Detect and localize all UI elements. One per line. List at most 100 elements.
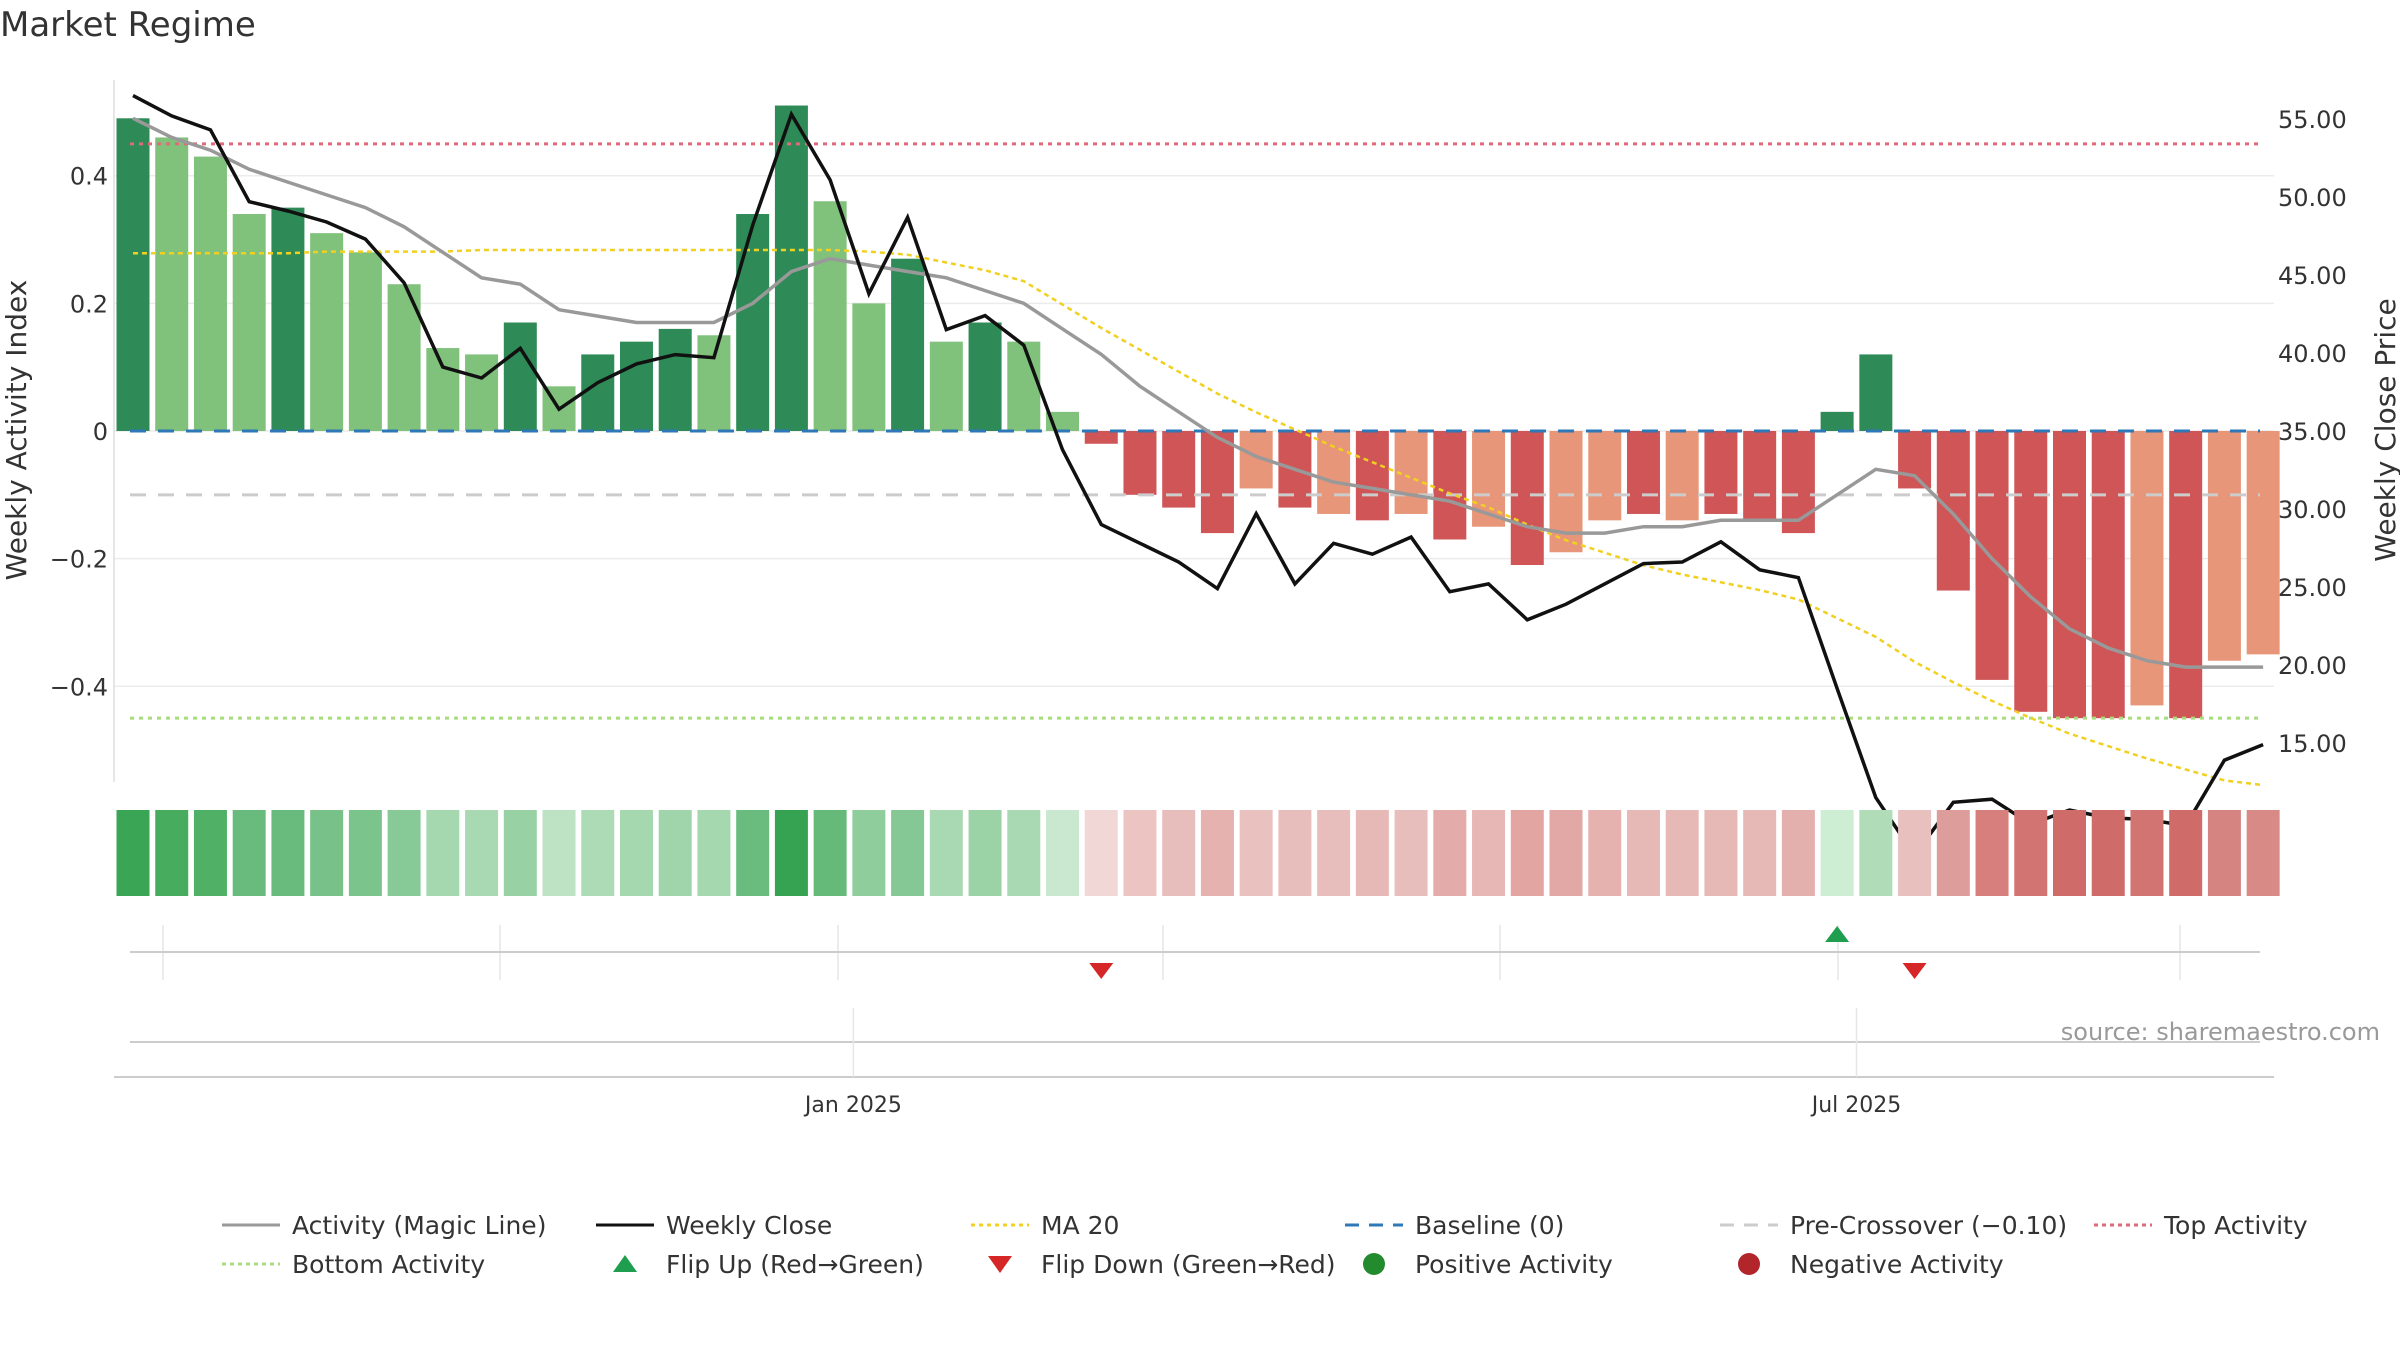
legend-label-5: Top Activity bbox=[2163, 1211, 2308, 1240]
heat-cell-31 bbox=[1317, 810, 1351, 896]
axes: 0.4 0.2 0 −0.2 −0.4 55.00 50.00 45.00 40.00 35.00… bbox=[50, 80, 2347, 782]
heat-cell-43 bbox=[1781, 810, 1815, 896]
activity-bar-48 bbox=[1975, 431, 2009, 680]
activity-bar-1 bbox=[155, 137, 189, 431]
right-axis-label: Weekly Close Price bbox=[2369, 298, 2400, 561]
heat-cell-52 bbox=[2130, 810, 2164, 896]
legend-label-10: Negative Activity bbox=[1790, 1250, 2004, 1279]
activity-bar-3 bbox=[232, 214, 266, 431]
activity-bar-2 bbox=[193, 156, 227, 431]
right-tick-label-0: 55.00 bbox=[2278, 106, 2347, 134]
left-tick-label-3: −0.2 bbox=[50, 546, 108, 574]
source-note: source: sharemaestro.com bbox=[2061, 1018, 2380, 1046]
activity-bar-55 bbox=[2246, 431, 2280, 655]
activity-bar-38 bbox=[1588, 431, 1622, 521]
legend-swatch-7 bbox=[613, 1255, 637, 1272]
heat-cell-8 bbox=[426, 810, 460, 896]
legend-swatch-8 bbox=[988, 1256, 1012, 1273]
right-tick-label-1: 50.00 bbox=[2278, 184, 2347, 212]
activity-bar-46 bbox=[1898, 431, 1932, 489]
heat-cell-34 bbox=[1433, 810, 1467, 896]
flip-down-marker-2 bbox=[1902, 963, 1927, 979]
activity-bar-51 bbox=[2091, 431, 2125, 719]
heat-cell-27 bbox=[1162, 810, 1196, 896]
right-tick-label-4: 35.00 bbox=[2278, 418, 2347, 446]
flip-up-marker-1 bbox=[1825, 926, 1850, 942]
legend-label-9: Positive Activity bbox=[1415, 1250, 1613, 1279]
heat-cell-37 bbox=[1549, 810, 1583, 896]
heat-cell-24 bbox=[1046, 810, 1080, 896]
activity-bar-22 bbox=[968, 322, 1002, 431]
heat-cell-49 bbox=[2014, 810, 2048, 896]
legend-label-6: Bottom Activity bbox=[292, 1250, 485, 1279]
heat-cell-32 bbox=[1355, 810, 1389, 896]
heat-cell-0 bbox=[116, 810, 150, 896]
heat-cell-9 bbox=[465, 810, 499, 896]
heat-cell-16 bbox=[736, 810, 770, 896]
heat-cell-39 bbox=[1626, 810, 1660, 896]
heat-cell-17 bbox=[774, 810, 808, 896]
activity-bar-39 bbox=[1626, 431, 1660, 514]
heat-cell-44 bbox=[1820, 810, 1854, 896]
x-tick-label-0: Jan 2025 bbox=[803, 1093, 902, 1118]
left-tick-label-2: 0 bbox=[93, 418, 108, 446]
activity-bar-4 bbox=[271, 207, 305, 431]
right-tick-label-5: 30.00 bbox=[2278, 496, 2347, 524]
activity-bar-14 bbox=[658, 328, 692, 431]
activity-bar-43 bbox=[1781, 431, 1815, 534]
activity-bar-9 bbox=[465, 354, 499, 431]
right-tick-label-6: 25.00 bbox=[2278, 574, 2347, 602]
heat-cell-30 bbox=[1278, 810, 1312, 896]
activity-bar-41 bbox=[1704, 431, 1738, 514]
heat-cell-20 bbox=[891, 810, 925, 896]
activity-bar-23 bbox=[1007, 341, 1041, 431]
heat-cell-36 bbox=[1510, 810, 1544, 896]
right-tick-label-2: 45.00 bbox=[2278, 262, 2347, 290]
heat-cell-28 bbox=[1200, 810, 1234, 896]
activity-bar-36 bbox=[1510, 431, 1544, 566]
activity-bar-47 bbox=[1936, 431, 1970, 591]
heat-cell-5 bbox=[310, 810, 344, 896]
activity-bar-40 bbox=[1665, 431, 1699, 521]
activity-bars bbox=[116, 105, 2280, 719]
activity-bar-5 bbox=[310, 233, 344, 431]
reference-lines bbox=[130, 142, 2260, 720]
heat-cell-33 bbox=[1394, 810, 1428, 896]
heat-cell-22 bbox=[968, 810, 1002, 896]
activity-bar-18 bbox=[813, 201, 847, 431]
left-tick-label-0: 0.4 bbox=[70, 163, 108, 191]
chart-title: Market Regime bbox=[0, 5, 256, 45]
activity-bar-45 bbox=[1859, 354, 1893, 431]
heat-cell-15 bbox=[697, 810, 731, 896]
activity-bar-50 bbox=[2053, 431, 2086, 719]
right-tick-label-7: 20.00 bbox=[2278, 652, 2347, 680]
heat-cell-11 bbox=[542, 810, 576, 896]
activity-bar-21 bbox=[929, 341, 963, 431]
flip-panel bbox=[130, 925, 2260, 980]
ma20-line bbox=[133, 248, 2264, 787]
flip-down-marker-0 bbox=[1089, 963, 1114, 979]
heat-cell-48 bbox=[1975, 810, 2009, 896]
activity-bar-31 bbox=[1317, 431, 1351, 514]
legend-swatch-10 bbox=[1738, 1253, 1760, 1275]
activity-bar-8 bbox=[426, 348, 460, 431]
legend: Activity (Magic Line) Weekly Close MA 20 Ba… bbox=[222, 1211, 2308, 1279]
right-tick-label-8: 15.00 bbox=[2278, 730, 2347, 758]
activity-bar-12 bbox=[581, 354, 615, 431]
activity-bar-44 bbox=[1820, 411, 1854, 431]
activity-bar-49 bbox=[2014, 431, 2048, 712]
activity-bar-34 bbox=[1433, 431, 1467, 540]
heat-cell-40 bbox=[1665, 810, 1699, 896]
heat-cell-25 bbox=[1084, 810, 1118, 896]
heat-cell-55 bbox=[2246, 810, 2280, 896]
heat-cell-51 bbox=[2091, 810, 2125, 896]
legend-label-8: Flip Down (Green→Red) bbox=[1041, 1250, 1336, 1279]
heat-cell-10 bbox=[503, 810, 537, 896]
activity-bar-42 bbox=[1743, 431, 1777, 521]
x-axis-panel: Jan 2025 Jul 2025 bbox=[114, 1008, 2274, 1118]
activity-bar-25 bbox=[1084, 431, 1118, 444]
heat-cell-1 bbox=[155, 810, 189, 896]
heat-cell-7 bbox=[387, 810, 421, 896]
legend-swatch-9 bbox=[1363, 1253, 1385, 1275]
